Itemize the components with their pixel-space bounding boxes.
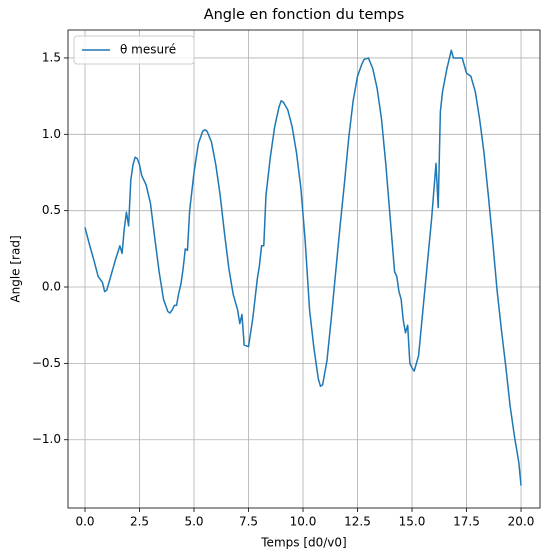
x-tick-label: 2.5 bbox=[130, 515, 149, 529]
legend-label: θ mesuré bbox=[120, 43, 176, 57]
x-tick-label: 10.0 bbox=[290, 515, 317, 529]
x-tick-label: 12.5 bbox=[344, 515, 371, 529]
y-tick-label: −0.5 bbox=[32, 356, 61, 370]
x-tick-label: 0.0 bbox=[75, 515, 94, 529]
x-axis-label: Temps [d0/v0] bbox=[260, 536, 346, 550]
y-tick-label: 1.0 bbox=[42, 127, 61, 141]
y-tick-label: 0.5 bbox=[42, 203, 61, 217]
legend-box bbox=[73, 35, 195, 65]
data-line bbox=[84, 49, 522, 486]
y-tick-label: −1.0 bbox=[32, 432, 61, 446]
y-tick-label: 1.5 bbox=[42, 50, 61, 64]
x-tick-label: 15.0 bbox=[399, 515, 426, 529]
x-tick-label: 20.0 bbox=[508, 515, 535, 529]
axes-frame bbox=[67, 29, 541, 509]
x-tick-label: 7.5 bbox=[239, 515, 258, 529]
x-tick-label: 17.5 bbox=[453, 515, 480, 529]
y-tick-label: 0.0 bbox=[42, 280, 61, 294]
x-tick-label: 5.0 bbox=[184, 515, 203, 529]
y-axis-label: Angle [rad] bbox=[9, 235, 23, 302]
chart-title: Angle en fonction du temps bbox=[204, 7, 405, 23]
